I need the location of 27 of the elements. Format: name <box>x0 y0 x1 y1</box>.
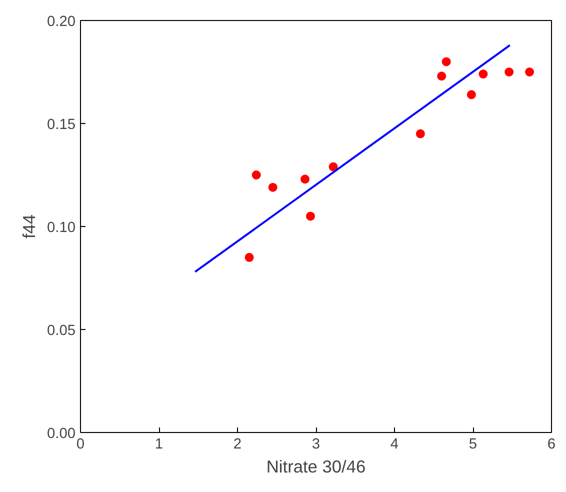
x-tick-label: 4 <box>390 436 399 452</box>
x-tick-label: 0 <box>76 436 85 452</box>
point <box>416 129 425 138</box>
point <box>525 68 534 76</box>
point <box>268 182 278 192</box>
point <box>300 174 310 184</box>
point <box>442 57 451 66</box>
y-tick-label: 0.00 <box>46 426 76 442</box>
point <box>466 90 476 100</box>
point <box>328 162 338 172</box>
point <box>252 170 261 180</box>
x-axis-title: Nitrate 30/46 <box>266 456 366 476</box>
x-tick-label: 5 <box>468 436 478 452</box>
point <box>244 252 254 262</box>
y-tick-label: 0.05 <box>46 323 76 339</box>
x-tick-label: 3 <box>312 436 320 452</box>
y-tick-label: 0.15 <box>46 117 76 133</box>
x-tick-label: 2 <box>233 436 242 452</box>
point <box>504 68 514 76</box>
x-tick-label: 6 <box>547 436 556 452</box>
point <box>306 212 316 221</box>
point <box>437 72 446 81</box>
x-tick-label: 1 <box>154 436 164 452</box>
point <box>478 70 488 79</box>
y-axis-title: f44 <box>18 214 39 239</box>
y-tick-label: 0.10 <box>46 220 76 236</box>
y-tick-label: 0.20 <box>46 14 76 30</box>
